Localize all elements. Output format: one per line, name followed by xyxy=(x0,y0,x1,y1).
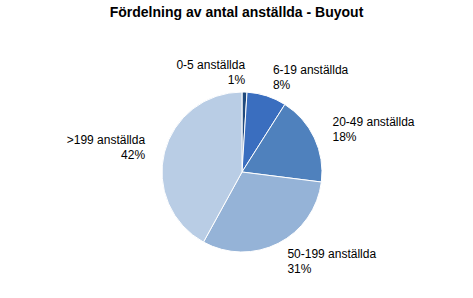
svg-text:0-5 anställda1%: 0-5 anställda1% xyxy=(176,58,245,87)
svg-text:50-199 anställda31%: 50-199 anställda31% xyxy=(287,247,376,276)
svg-text:20-49 anställda18%: 20-49 anställda18% xyxy=(332,115,414,144)
svg-text:>199 anställda42%: >199 anställda42% xyxy=(67,133,146,162)
html-text:Fördelning av antal anställda: Fördelning av antal anställda - Buyout xyxy=(109,4,364,20)
svg-text:6-19 anställda8%: 6-19 anställda8% xyxy=(273,63,349,92)
